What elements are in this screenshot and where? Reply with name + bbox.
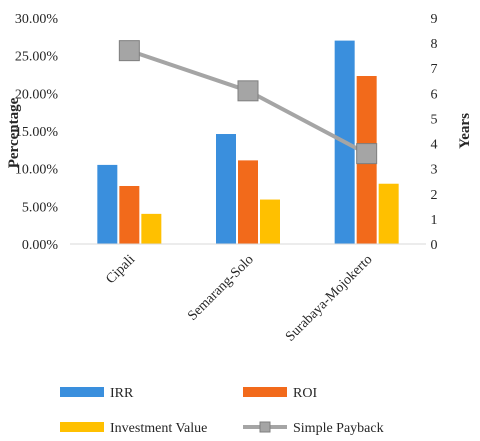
y-tick-label: 5.00% xyxy=(22,200,59,215)
y-tick-label: 10.00% xyxy=(15,163,59,178)
y2-tick-label: 3 xyxy=(431,163,438,178)
y-axis-ticks: 0.00% 5.00% 10.00% 15.00% 20.00% 25.00% 30.00% xyxy=(15,12,59,253)
x-axis-ticks: Cipali Semarang-Solo Surabaya-Mojokerto xyxy=(103,252,375,345)
y2-tick-label: 0 xyxy=(431,238,438,253)
y2-tick-label: 1 xyxy=(431,213,438,228)
legend-swatch-investment-value xyxy=(60,422,104,432)
legend-swatch-roi xyxy=(243,387,287,397)
bar-investment-value-cipali xyxy=(141,213,162,244)
y2-tick-label: 5 xyxy=(431,112,438,127)
x-tick-label: Semarang-Solo xyxy=(185,252,257,324)
x-tick-label: Cipali xyxy=(103,252,138,287)
bar-roi-semarang-solo xyxy=(238,160,258,244)
y-tick-label: 30.00% xyxy=(15,12,59,27)
y2-tick-label: 6 xyxy=(431,87,438,102)
bar-irr-semarang-solo xyxy=(216,134,236,244)
y2-axis-ticks: 0 1 2 3 4 5 6 7 8 9 xyxy=(431,12,438,253)
y2-tick-label: 8 xyxy=(431,37,438,52)
line-simple-payback xyxy=(128,48,368,156)
y-axis-title: Percentage xyxy=(6,97,22,168)
marker-simple-payback-surabaya-mojokerto xyxy=(356,143,378,165)
legend-marker-simple-payback xyxy=(259,421,271,433)
bar-investment-value-surabaya-mojokerto xyxy=(378,183,399,244)
bars-layer xyxy=(97,40,399,244)
bar-investment-value-semarang-solo xyxy=(260,199,280,244)
y2-axis-title: Years xyxy=(457,113,473,149)
x-tick-label: Surabaya-Mojokerto xyxy=(283,252,376,345)
y-tick-label: 15.00% xyxy=(15,125,59,140)
y-tick-label: 25.00% xyxy=(15,50,59,65)
y2-tick-label: 4 xyxy=(431,138,438,153)
y-tick-label: 20.00% xyxy=(15,87,59,102)
legend-label-investment-value: Investment Value xyxy=(110,421,207,436)
bar-roi-cipali xyxy=(119,185,140,244)
legend: IRR ROI Investment Value Simple Payback xyxy=(60,386,384,436)
marker-simple-payback-semarang-solo xyxy=(237,80,259,102)
y-tick-label: 0.00% xyxy=(22,238,59,253)
legend-label-irr: IRR xyxy=(110,386,134,401)
legend-swatch-irr xyxy=(60,387,104,397)
y2-tick-label: 2 xyxy=(431,188,438,203)
y2-tick-label: 9 xyxy=(431,12,438,27)
legend-label-simple-payback: Simple Payback xyxy=(293,421,384,436)
marker-simple-payback-cipali xyxy=(118,40,140,62)
legend-label-roi: ROI xyxy=(293,386,317,401)
bar-irr-cipali xyxy=(97,164,118,244)
payback-line-layer xyxy=(118,40,378,165)
y2-tick-label: 7 xyxy=(431,62,438,77)
